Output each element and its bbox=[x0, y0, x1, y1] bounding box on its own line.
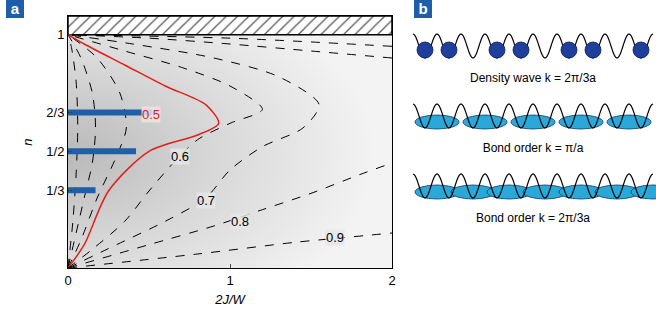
svg-text:0.8: 0.8 bbox=[231, 214, 249, 229]
svg-text:0: 0 bbox=[64, 273, 71, 288]
svg-text:Density wave k = 2π/3a: Density wave k = 2π/3a bbox=[470, 71, 596, 85]
svg-text:1: 1 bbox=[226, 273, 233, 288]
html-text:a: a bbox=[10, 0, 20, 17]
svg-text:2J/W: 2J/W bbox=[214, 292, 246, 307]
svg-text:Bond order k = π/a: Bond order k = π/a bbox=[483, 141, 584, 155]
svg-text:n: n bbox=[20, 138, 35, 145]
svg-text:0.6: 0.6 bbox=[171, 149, 189, 164]
svg-text:1/3: 1/3 bbox=[46, 183, 64, 198]
svg-text:1/2: 1/2 bbox=[46, 144, 64, 159]
svg-text:0.5: 0.5 bbox=[142, 107, 160, 122]
svg-text:2: 2 bbox=[388, 273, 395, 288]
svg-text:Bond order k = 2π/3a: Bond order k = 2π/3a bbox=[476, 211, 590, 225]
svg-text:2/3: 2/3 bbox=[46, 105, 64, 120]
svg-text:1: 1 bbox=[57, 27, 64, 42]
html-text:b: b bbox=[418, 0, 428, 17]
svg-text:0.7: 0.7 bbox=[197, 193, 215, 208]
svg-text:0.9: 0.9 bbox=[326, 230, 344, 245]
